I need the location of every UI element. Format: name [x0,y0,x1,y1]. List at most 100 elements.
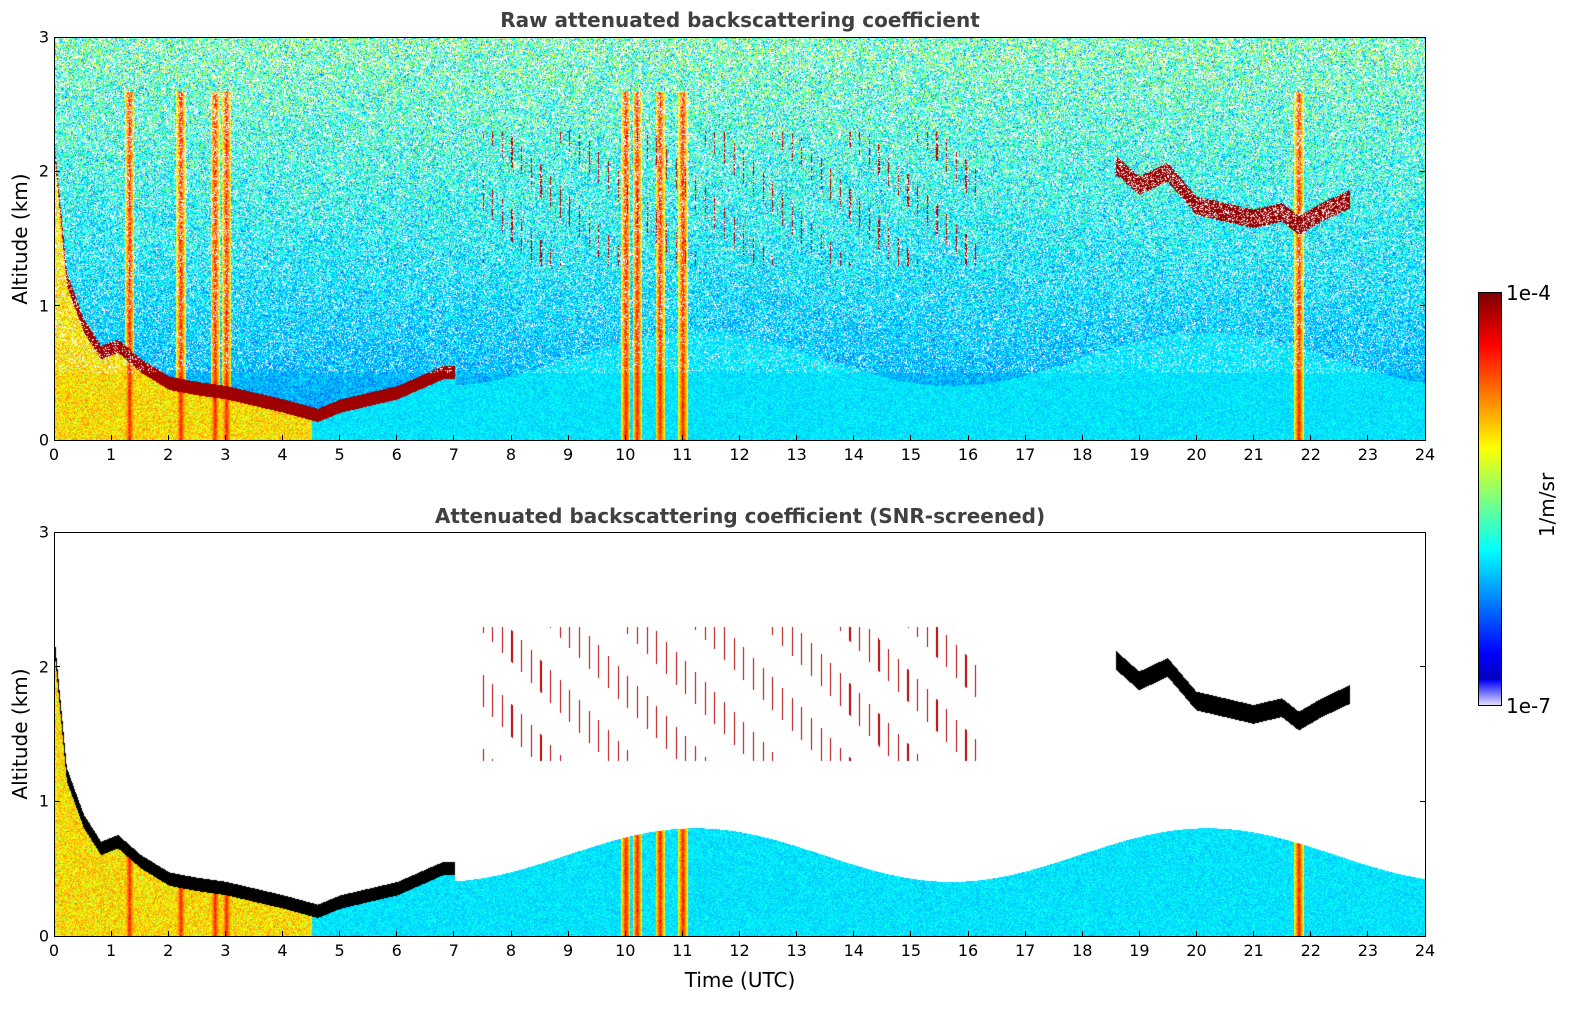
x-tick-label: 22 [1300,941,1321,960]
y-tick-label: 0 [38,430,49,450]
x-tick-label: 23 [1357,445,1379,464]
y-tick-mark [54,170,60,172]
x-tick-label: 21 [1243,941,1264,960]
x-tick-mark [1253,435,1255,441]
x-tick-label: 12 [729,941,750,960]
x-tick-label: 2 [163,941,174,960]
x-tick-mark [1081,931,1083,937]
x-tick-label: 6 [391,941,402,960]
y-tick-mark [54,305,60,307]
x-tick-label: 9 [563,445,574,464]
x-tick-mark [910,931,912,937]
x-tick-label: 16 [957,445,979,464]
x-tick-label: 6 [391,445,402,464]
y-tick-mark [1420,36,1426,38]
y-tick-mark [1420,935,1426,937]
y-tick-label: 2 [38,161,49,181]
x-tick-mark [53,435,55,441]
x-tick-mark [1024,931,1026,937]
colorbar-gradient [1479,293,1501,705]
x-tick-mark [1024,435,1026,441]
x-tick-mark [453,931,455,937]
x-tick-mark [167,931,169,937]
x-tick-label: 1 [106,445,117,464]
y-tick-mark [1420,666,1426,668]
colorbar-min-label: 1e-7 [1506,694,1551,718]
y-tick-mark [54,36,60,38]
x-tick-mark [624,435,626,441]
x-tick-label: 4 [277,445,288,464]
x-tick-label: 14 [843,445,864,464]
y-tick-mark [1420,439,1426,441]
x-tick-label: 19 [1129,941,1150,960]
x-tick-label: 18 [1072,941,1093,960]
bottom-x-axis-label: Time (UTC) [684,968,796,992]
x-tick-mark [53,931,55,937]
x-tick-mark [1196,931,1197,937]
x-tick-mark [796,931,798,937]
y-tick-label: 1 [38,791,49,811]
raw-backscatter-heatmap [54,37,1426,441]
x-tick-mark [1367,435,1369,441]
x-tick-label: 2 [163,445,174,464]
colorbar [1478,292,1502,706]
y-tick-label: 3 [38,522,49,542]
y-tick-mark [54,935,60,937]
y-tick-label: 2 [38,657,49,677]
snr-screened-heatmap [54,532,1426,937]
x-tick-label: 17 [1014,445,1036,464]
colorbar-max-label: 1e-4 [1506,281,1551,305]
colorbar-unit-label: 1/m/sr [1535,472,1559,538]
x-tick-label: 20 [1186,445,1207,464]
x-tick-mark [510,931,512,937]
x-tick-mark [282,435,283,441]
x-tick-label: 18 [1072,445,1093,464]
x-tick-mark [567,931,569,937]
x-tick-label: 23 [1357,941,1379,960]
x-tick-mark [453,435,455,441]
x-tick-mark [224,931,226,937]
top-y-axis-label: Altitude (km) [8,173,32,305]
x-tick-label: 22 [1300,445,1321,464]
x-tick-label: 14 [843,941,864,960]
x-tick-mark [681,435,683,441]
x-tick-label: 15 [900,445,922,464]
x-tick-mark [739,931,740,937]
x-tick-mark [1081,435,1083,441]
x-tick-mark [339,435,341,441]
x-tick-mark [681,931,683,937]
y-tick-mark [1420,170,1426,172]
y-tick-mark [54,666,60,668]
x-tick-mark [624,931,626,937]
snr-screened-canvas [55,533,1425,936]
x-tick-label: 17 [1014,941,1036,960]
x-tick-label: 3 [220,941,231,960]
x-tick-mark [1424,435,1426,441]
x-tick-mark [739,435,740,441]
x-tick-mark [282,931,283,937]
x-tick-mark [1138,435,1140,441]
y-tick-mark [1420,305,1426,307]
x-tick-label: 7 [448,445,459,464]
x-tick-label: 13 [786,445,807,464]
x-tick-label: 15 [900,941,922,960]
x-tick-label: 19 [1129,445,1150,464]
x-tick-label: 3 [220,445,231,464]
x-tick-label: 21 [1243,445,1264,464]
x-tick-mark [396,435,398,441]
x-tick-label: 1 [106,941,117,960]
x-tick-label: 13 [786,941,807,960]
x-tick-label: 24 [1414,445,1436,464]
bottom-y-axis-label: Altitude (km) [8,668,32,800]
x-tick-mark [339,931,341,937]
x-tick-mark [796,435,798,441]
x-tick-mark [396,931,398,937]
x-tick-label: 5 [334,941,345,960]
top-panel-title: Raw attenuated backscattering coefficien… [500,8,980,32]
x-tick-mark [1196,435,1197,441]
raw-backscatter-canvas [55,38,1425,440]
x-tick-label: 10 [615,445,636,464]
x-tick-label: 0 [48,941,60,960]
x-tick-label: 7 [448,941,459,960]
x-tick-mark [224,435,226,441]
